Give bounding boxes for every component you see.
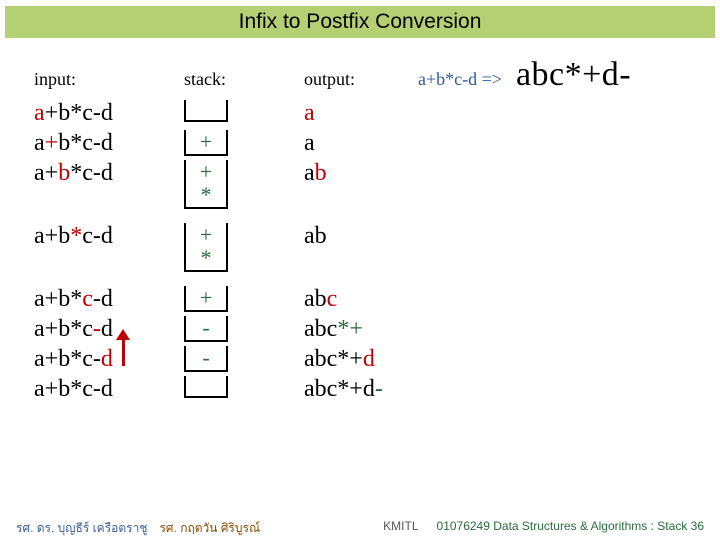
output-expression: a xyxy=(304,100,504,126)
formula-text: a+b*c-d => xyxy=(418,69,502,90)
pointer-arrow-icon xyxy=(116,329,130,366)
conversion-row: a+b*c-d+* ab xyxy=(34,223,700,272)
stack-box: + xyxy=(184,286,228,312)
stack-box: +* xyxy=(184,160,228,209)
stack-box: +* xyxy=(184,223,228,272)
output-expression: abc*+ xyxy=(304,316,504,342)
output-expression: abc*+d xyxy=(304,346,504,372)
footer: รศ. ดร. บุญธีร์ เครือตราชู รศ. กฤตวัน ศิ… xyxy=(0,519,720,538)
input-expression: a+b*c-d xyxy=(34,223,184,249)
column-headers: input: stack: output: a+b*c-d => abc*+d- xyxy=(34,56,700,94)
stack-column: +* xyxy=(184,223,304,272)
stack-column: - xyxy=(184,346,304,372)
stack-column: +* xyxy=(184,160,304,209)
output-expression: ab xyxy=(304,160,504,186)
conversion-row: a+b*c-d- abc*+ xyxy=(34,316,700,344)
title-bar: Infix to Postfix Conversion xyxy=(5,6,715,38)
stack-box: - xyxy=(184,316,228,342)
conversion-rows: a+b*c-daa+b*c-d+aa+b*c-d+*aba+b*c-d+*aba… xyxy=(34,100,700,404)
header-output: output: xyxy=(304,69,414,90)
stack-column: + xyxy=(184,130,304,156)
stack-box xyxy=(184,376,228,398)
input-expression: a+b*c-d xyxy=(34,346,184,372)
header-stack: stack: xyxy=(184,69,304,90)
stack-column: + xyxy=(184,286,304,312)
stack-box xyxy=(184,100,228,122)
input-expression: a+b*c-d xyxy=(34,160,184,186)
conversion-row: a+b*c-d+ abc xyxy=(34,286,700,314)
conversion-row: a+b*c-d abc*+d- xyxy=(34,376,700,404)
input-expression: a+b*c-d xyxy=(34,316,184,342)
stack-column: - xyxy=(184,316,304,342)
output-expression: ab xyxy=(304,223,504,249)
stack-box: + xyxy=(184,130,228,156)
result-text: abc*+d- xyxy=(516,56,631,94)
output-expression: abc xyxy=(304,286,504,312)
input-expression: a+b*c-d xyxy=(34,100,184,126)
footer-course: 01076249 Data Structures & Algorithms : … xyxy=(437,519,704,538)
stack-box: - xyxy=(184,346,228,372)
input-expression: a+b*c-d xyxy=(34,130,184,156)
footer-institution: KMITL xyxy=(383,519,418,538)
conversion-row: a+b*c-d a xyxy=(34,100,700,128)
input-expression: a+b*c-d xyxy=(34,376,184,402)
conversion-row: a+b*c-d+ a xyxy=(34,130,700,158)
content-area: input: stack: output: a+b*c-d => abc*+d-… xyxy=(0,38,720,404)
footer-author-1: รศ. ดร. บุญธีร์ เครือตราชู xyxy=(16,519,147,538)
stack-column xyxy=(184,376,304,403)
output-expression: a xyxy=(304,130,504,156)
conversion-row: a+b*c-d- abc*+d xyxy=(34,346,700,374)
stack-column xyxy=(184,100,304,127)
input-expression: a+b*c-d xyxy=(34,286,184,312)
conversion-row: a+b*c-d+* ab xyxy=(34,160,700,209)
header-input: input: xyxy=(34,69,184,90)
output-expression: abc*+d- xyxy=(304,376,504,402)
footer-author-2: รศ. กฤตวัน ศิริบูรณ์ xyxy=(159,519,260,538)
